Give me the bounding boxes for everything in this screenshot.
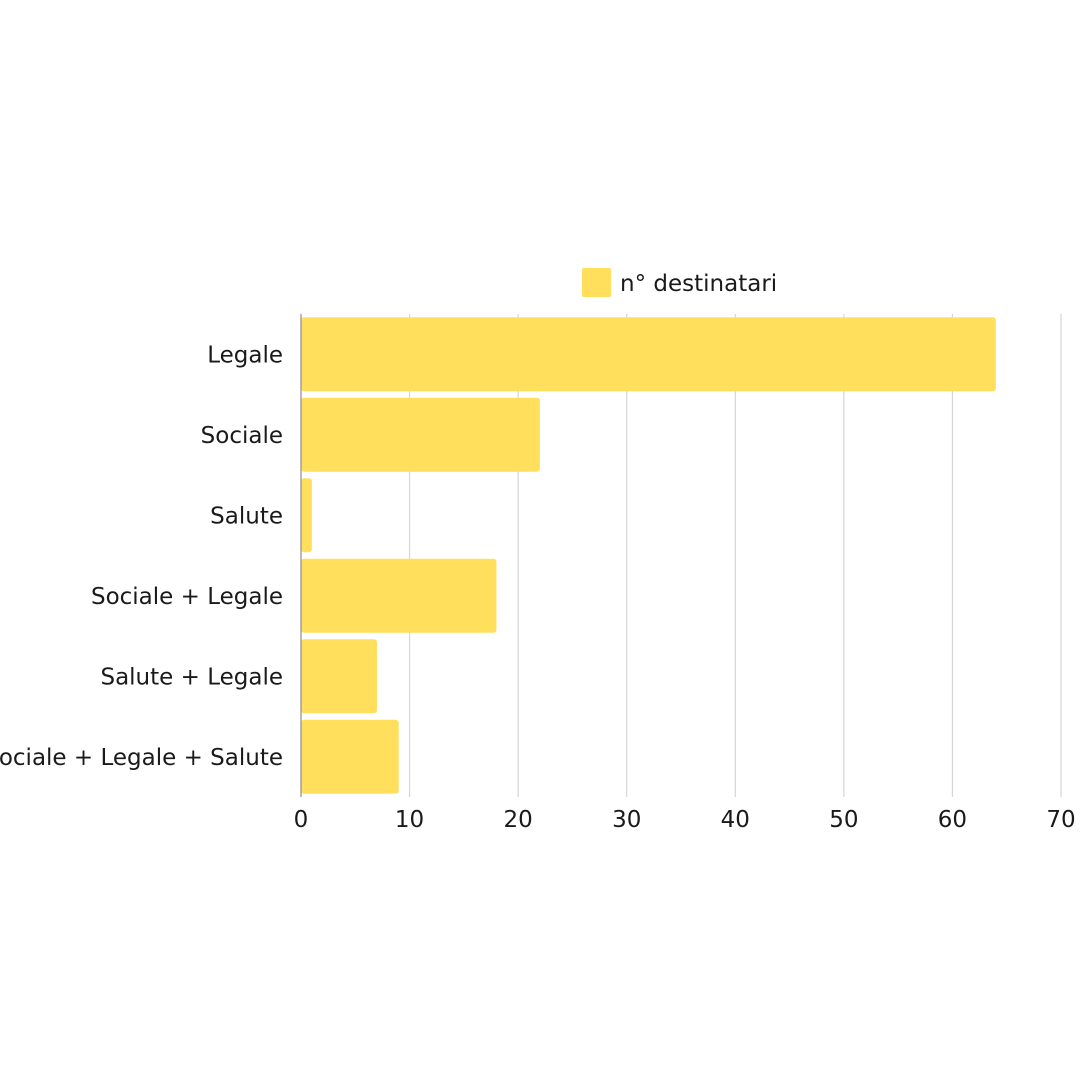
category-labels: Legale Sociale Salute Sociale + Legale Salut… — [0, 342, 283, 771]
bar-5[interactable] — [301, 719, 399, 794]
category-label-0: Legale — [207, 342, 283, 368]
legend-label: n° destinatari — [620, 271, 777, 297]
category-label-2: Salute — [210, 503, 283, 529]
category-label-1: Sociale — [201, 423, 283, 449]
legend[interactable]: n° destinatari — [582, 268, 777, 297]
bar-2[interactable] — [301, 478, 312, 553]
category-label-4: Salute + Legale — [100, 664, 283, 690]
bars — [301, 317, 996, 794]
x-tick-label-0: 0 — [294, 807, 309, 833]
x-tick-labels: 0 10 20 30 40 50 60 70 — [294, 807, 1076, 833]
x-tick-label-60: 60 — [938, 807, 967, 833]
x-tick-label-50: 50 — [829, 807, 858, 833]
bar-0[interactable] — [301, 317, 996, 392]
x-tick-label-40: 40 — [721, 807, 750, 833]
category-label-3: Sociale + Legale — [91, 584, 283, 610]
bar-3[interactable] — [301, 558, 497, 633]
bar-1[interactable] — [301, 397, 540, 472]
x-tick-label-10: 10 — [395, 807, 424, 833]
grid-lines — [408, 314, 1062, 797]
x-tick-label-70: 70 — [1046, 807, 1075, 833]
category-label-5: Sociale + Legale + Salute — [0, 745, 283, 771]
legend-swatch — [582, 268, 611, 297]
x-tick-label-30: 30 — [612, 807, 641, 833]
x-tick-label-20: 20 — [504, 807, 533, 833]
bar-4[interactable] — [301, 639, 377, 714]
